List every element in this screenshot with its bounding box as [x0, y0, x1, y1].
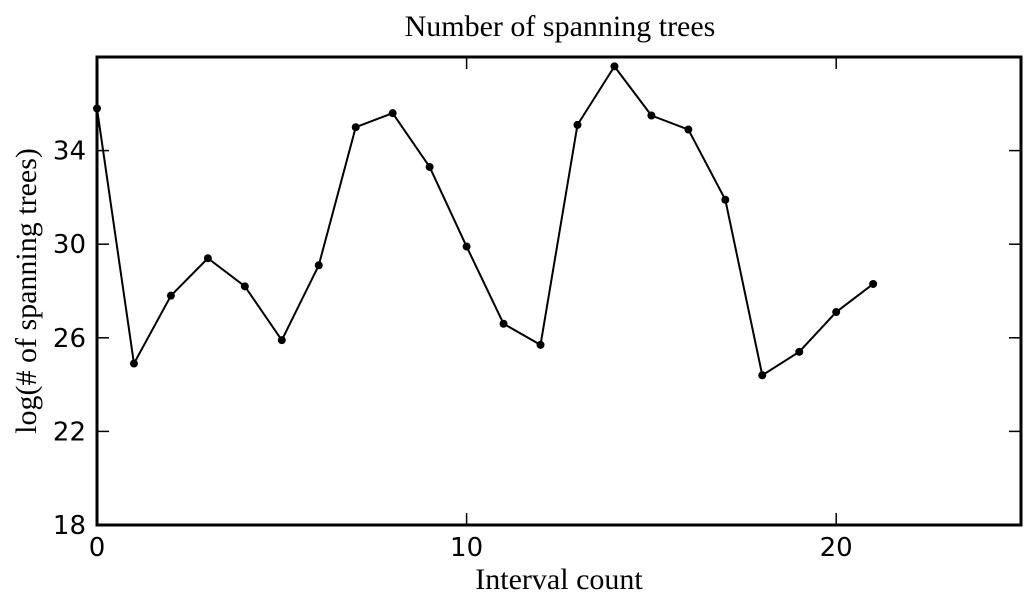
data-point-0-6	[314, 261, 323, 270]
y-tick-label-2: 26	[53, 324, 86, 354]
x-tick-label-1: 10	[450, 533, 483, 563]
data-point-0-9	[425, 162, 434, 171]
x-tick-label-0: 0	[89, 533, 106, 563]
data-point-0-14	[610, 62, 619, 71]
data-point-0-1	[129, 359, 138, 368]
y-axis-label: log(# of spanning trees)	[10, 148, 43, 434]
data-point-0-5	[277, 336, 286, 345]
plot-area	[93, 62, 878, 380]
data-point-0-8	[388, 109, 397, 118]
data-point-0-13	[573, 120, 582, 129]
x-axis-label: Interval count	[475, 563, 643, 596]
series-line-0	[96, 65, 874, 377]
data-point-0-21	[869, 279, 878, 288]
data-point-0-2	[166, 291, 175, 300]
y-tick-label-3: 30	[53, 230, 86, 260]
y-tick-label-0: 18	[53, 511, 86, 541]
data-point-0-19	[795, 347, 804, 356]
data-point-0-7	[351, 123, 360, 132]
data-point-0-15	[647, 111, 656, 120]
chart-title: Number of spanning trees	[405, 10, 716, 43]
tick-labels: 0 10 20 18 22 26 30 34	[53, 137, 853, 563]
axis-ticks	[96, 57, 1021, 526]
data-point-0-12	[536, 340, 545, 349]
data-point-0-0	[93, 104, 101, 113]
data-point-0-17	[721, 195, 730, 204]
data-point-0-11	[499, 319, 508, 328]
data-point-0-18	[758, 371, 767, 380]
data-point-0-10	[462, 242, 471, 251]
data-point-0-16	[684, 125, 693, 134]
data-point-0-4	[240, 282, 249, 291]
y-tick-label-4: 34	[53, 137, 86, 167]
data-point-0-20	[832, 308, 841, 317]
y-tick-label-1: 22	[53, 417, 86, 447]
x-tick-label-2: 20	[820, 533, 853, 563]
plot-frame	[95, 55, 1023, 527]
data-point-0-3	[203, 254, 212, 263]
